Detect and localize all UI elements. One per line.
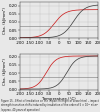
X-axis label: Temperature (°C): Temperature (°C) <box>42 97 76 101</box>
Text: Figure 15 - Effect of irradiation on the impact strength of vessel steel – impac: Figure 15 - Effect of irradiation on the… <box>1 99 99 112</box>
Y-axis label: Cha. (kJ/mm²): Cha. (kJ/mm²) <box>4 7 8 34</box>
Y-axis label: Cha. (kJ/mm²): Cha. (kJ/mm²) <box>4 58 8 85</box>
